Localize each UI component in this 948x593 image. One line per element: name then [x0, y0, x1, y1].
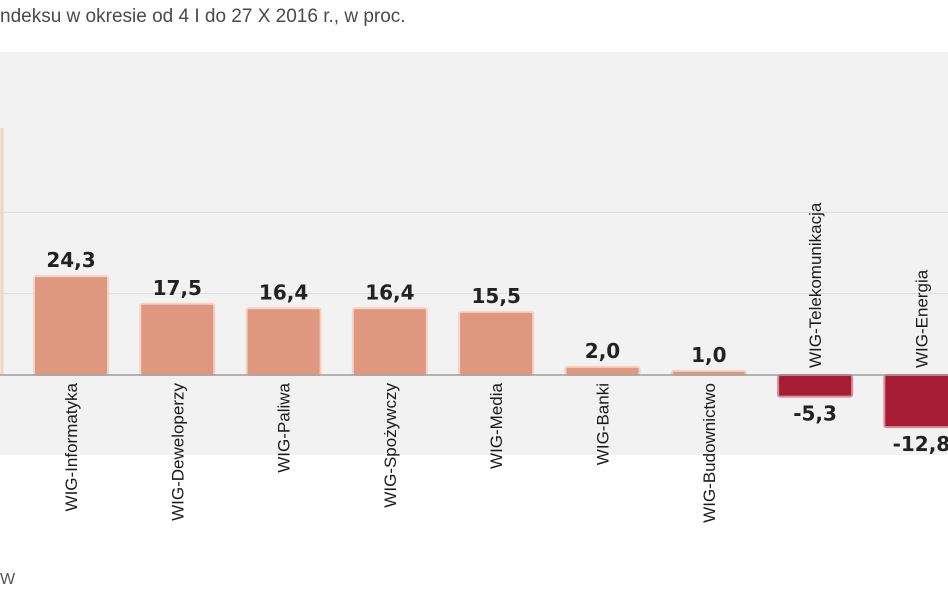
- value-labels-group: 24,3 17,5 16,4 16,4 15,5 2,0 1,0 -5,3 -12,8: [46, 248, 948, 456]
- value-label-6: 1,0: [691, 343, 726, 367]
- bar-1: [139, 302, 216, 376]
- source-note: W: [0, 571, 16, 588]
- category-labels-group: WIG-Informatyka WIG-Deweloperzy WIG-Paliwa…: [62, 202, 931, 523]
- value-label-7: -5,3: [793, 402, 837, 426]
- category-label-5: WIG-Banki: [594, 383, 613, 465]
- bar-6: [670, 369, 747, 376]
- category-label-0: WIG-Informatyka: [62, 382, 81, 511]
- category-label-6: WIG-Budownictwo: [700, 383, 719, 523]
- bar-7: [777, 374, 854, 398]
- value-label-0: 24,3: [46, 248, 95, 272]
- category-label-3: WIG-Spożywczy: [381, 383, 400, 508]
- value-label-2: 16,4: [259, 280, 308, 304]
- bar-8: [883, 374, 948, 429]
- category-label-4: WIG-Media: [487, 382, 506, 469]
- bars-group: [33, 275, 948, 429]
- gridlines: [0, 211, 948, 295]
- bar-0: [33, 275, 109, 376]
- bar-2: [245, 307, 322, 377]
- value-label-4: 15,5: [472, 284, 521, 308]
- value-label-5: 2,0: [585, 339, 620, 363]
- category-label-8: WIG-Energia: [912, 269, 931, 368]
- category-label-1: WIG-Deweloperzy: [168, 383, 187, 521]
- category-label-2: WIG-Paliwa: [275, 382, 294, 472]
- chart-subtitle: ndeksu w okresie od 4 I do 27 X 2016 r.,…: [0, 6, 406, 27]
- bar-5: [564, 365, 641, 376]
- value-label-3: 16,4: [365, 280, 414, 304]
- value-label-8: -12,8: [893, 432, 948, 456]
- bar-4: [458, 310, 535, 377]
- bar-3: [351, 307, 428, 377]
- category-label-7: WIG-Telekomunikacja: [806, 202, 825, 368]
- value-label-1: 17,5: [153, 276, 202, 300]
